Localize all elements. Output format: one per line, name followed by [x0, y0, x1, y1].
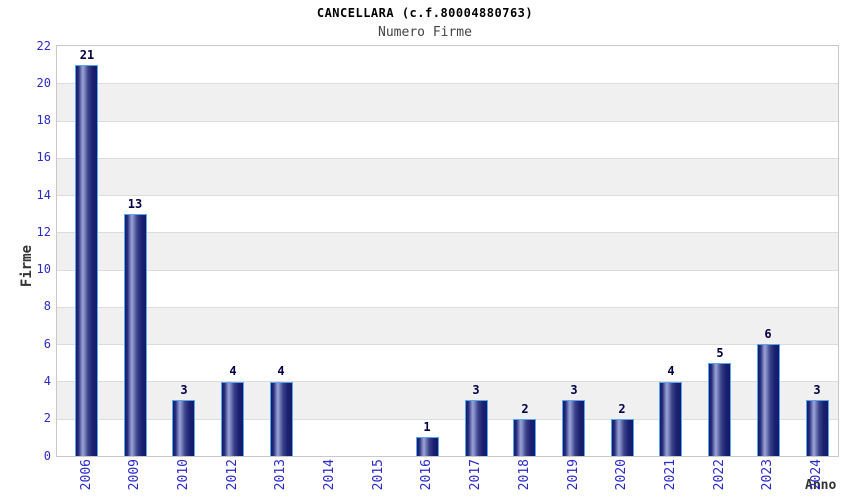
y-tick-label: 14: [36, 188, 51, 202]
gridline: [57, 195, 838, 196]
bar-value-label: 3: [813, 383, 821, 397]
y-tick-label: 10: [36, 262, 51, 276]
bar-value-label: 1: [423, 420, 431, 434]
bar-value-label: 3: [472, 383, 480, 397]
bar-value-label: 2: [521, 402, 529, 416]
bar: [124, 213, 147, 456]
bar-value-label: 4: [277, 364, 285, 378]
x-tick-label: 2021: [663, 459, 678, 491]
gridline: [57, 344, 838, 345]
y-tick-label: 12: [36, 225, 51, 239]
gridline: [57, 232, 838, 233]
x-tick-label: 2019: [566, 459, 581, 491]
gridline: [57, 158, 838, 159]
gridline: [57, 270, 838, 271]
x-tick-label: 2015: [371, 459, 386, 491]
bar: [562, 400, 585, 456]
x-tick-label: 2012: [225, 459, 240, 491]
bar-value-label: 6: [764, 327, 772, 341]
plot-area: [56, 45, 839, 457]
x-tick-label: 2017: [468, 459, 483, 491]
gridline: [57, 307, 838, 308]
x-tick-label: 2006: [79, 459, 94, 491]
bar-value-label: 4: [667, 364, 675, 378]
x-tick-label: 2024: [809, 459, 824, 491]
bar: [172, 400, 195, 456]
y-tick-label: 20: [36, 76, 51, 90]
x-tick-label: 2013: [273, 459, 288, 491]
bar: [513, 418, 536, 456]
bar: [757, 344, 780, 456]
x-tick-label: 2014: [322, 459, 337, 491]
gridline: [57, 83, 838, 84]
x-tick-label: 2022: [712, 459, 727, 491]
bar-value-label: 13: [127, 197, 143, 211]
plot-band: [57, 232, 838, 270]
bar: [611, 418, 634, 456]
bar: [221, 381, 244, 456]
x-tick-label: 2009: [127, 459, 142, 491]
y-tick-label: 16: [36, 150, 51, 164]
x-axis-title: Anno: [805, 478, 837, 493]
y-tick-label: 2: [43, 411, 51, 425]
bar-value-label: 2: [618, 402, 626, 416]
x-tick-label: 2018: [517, 459, 532, 491]
x-tick-label: 2016: [419, 459, 434, 491]
gridline: [57, 419, 838, 420]
x-tick-label: 2010: [176, 459, 191, 491]
bar-value-label: 4: [229, 364, 237, 378]
plot-band: [57, 83, 838, 121]
gridline: [57, 381, 838, 382]
bar: [708, 362, 731, 456]
chart-title: CANCELLARA (c.f.80004880763): [316, 6, 534, 20]
bar-value-label: 21: [79, 48, 95, 62]
plot-band: [57, 157, 838, 196]
bar: [806, 400, 829, 456]
bar-value-label: 3: [570, 383, 578, 397]
bar-value-label: 3: [180, 383, 188, 397]
y-tick-label: 22: [36, 39, 51, 53]
y-tick-label: 4: [43, 374, 51, 388]
y-tick-label: 6: [43, 337, 51, 351]
bar-value-label: 5: [716, 346, 724, 360]
x-tick-label: 2020: [614, 459, 629, 491]
bar: [659, 381, 682, 456]
plot-band: [57, 306, 838, 345]
y-tick-label: 0: [43, 449, 51, 463]
bar: [465, 400, 488, 456]
chart-subtitle: Numero Firme: [378, 25, 472, 40]
bar: [416, 437, 439, 456]
y-tick-label: 18: [36, 113, 51, 127]
x-tick-label: 2023: [760, 459, 775, 491]
gridline: [57, 121, 838, 122]
bar: [75, 64, 98, 456]
y-tick-label: 8: [43, 299, 51, 313]
bar: [270, 381, 293, 456]
